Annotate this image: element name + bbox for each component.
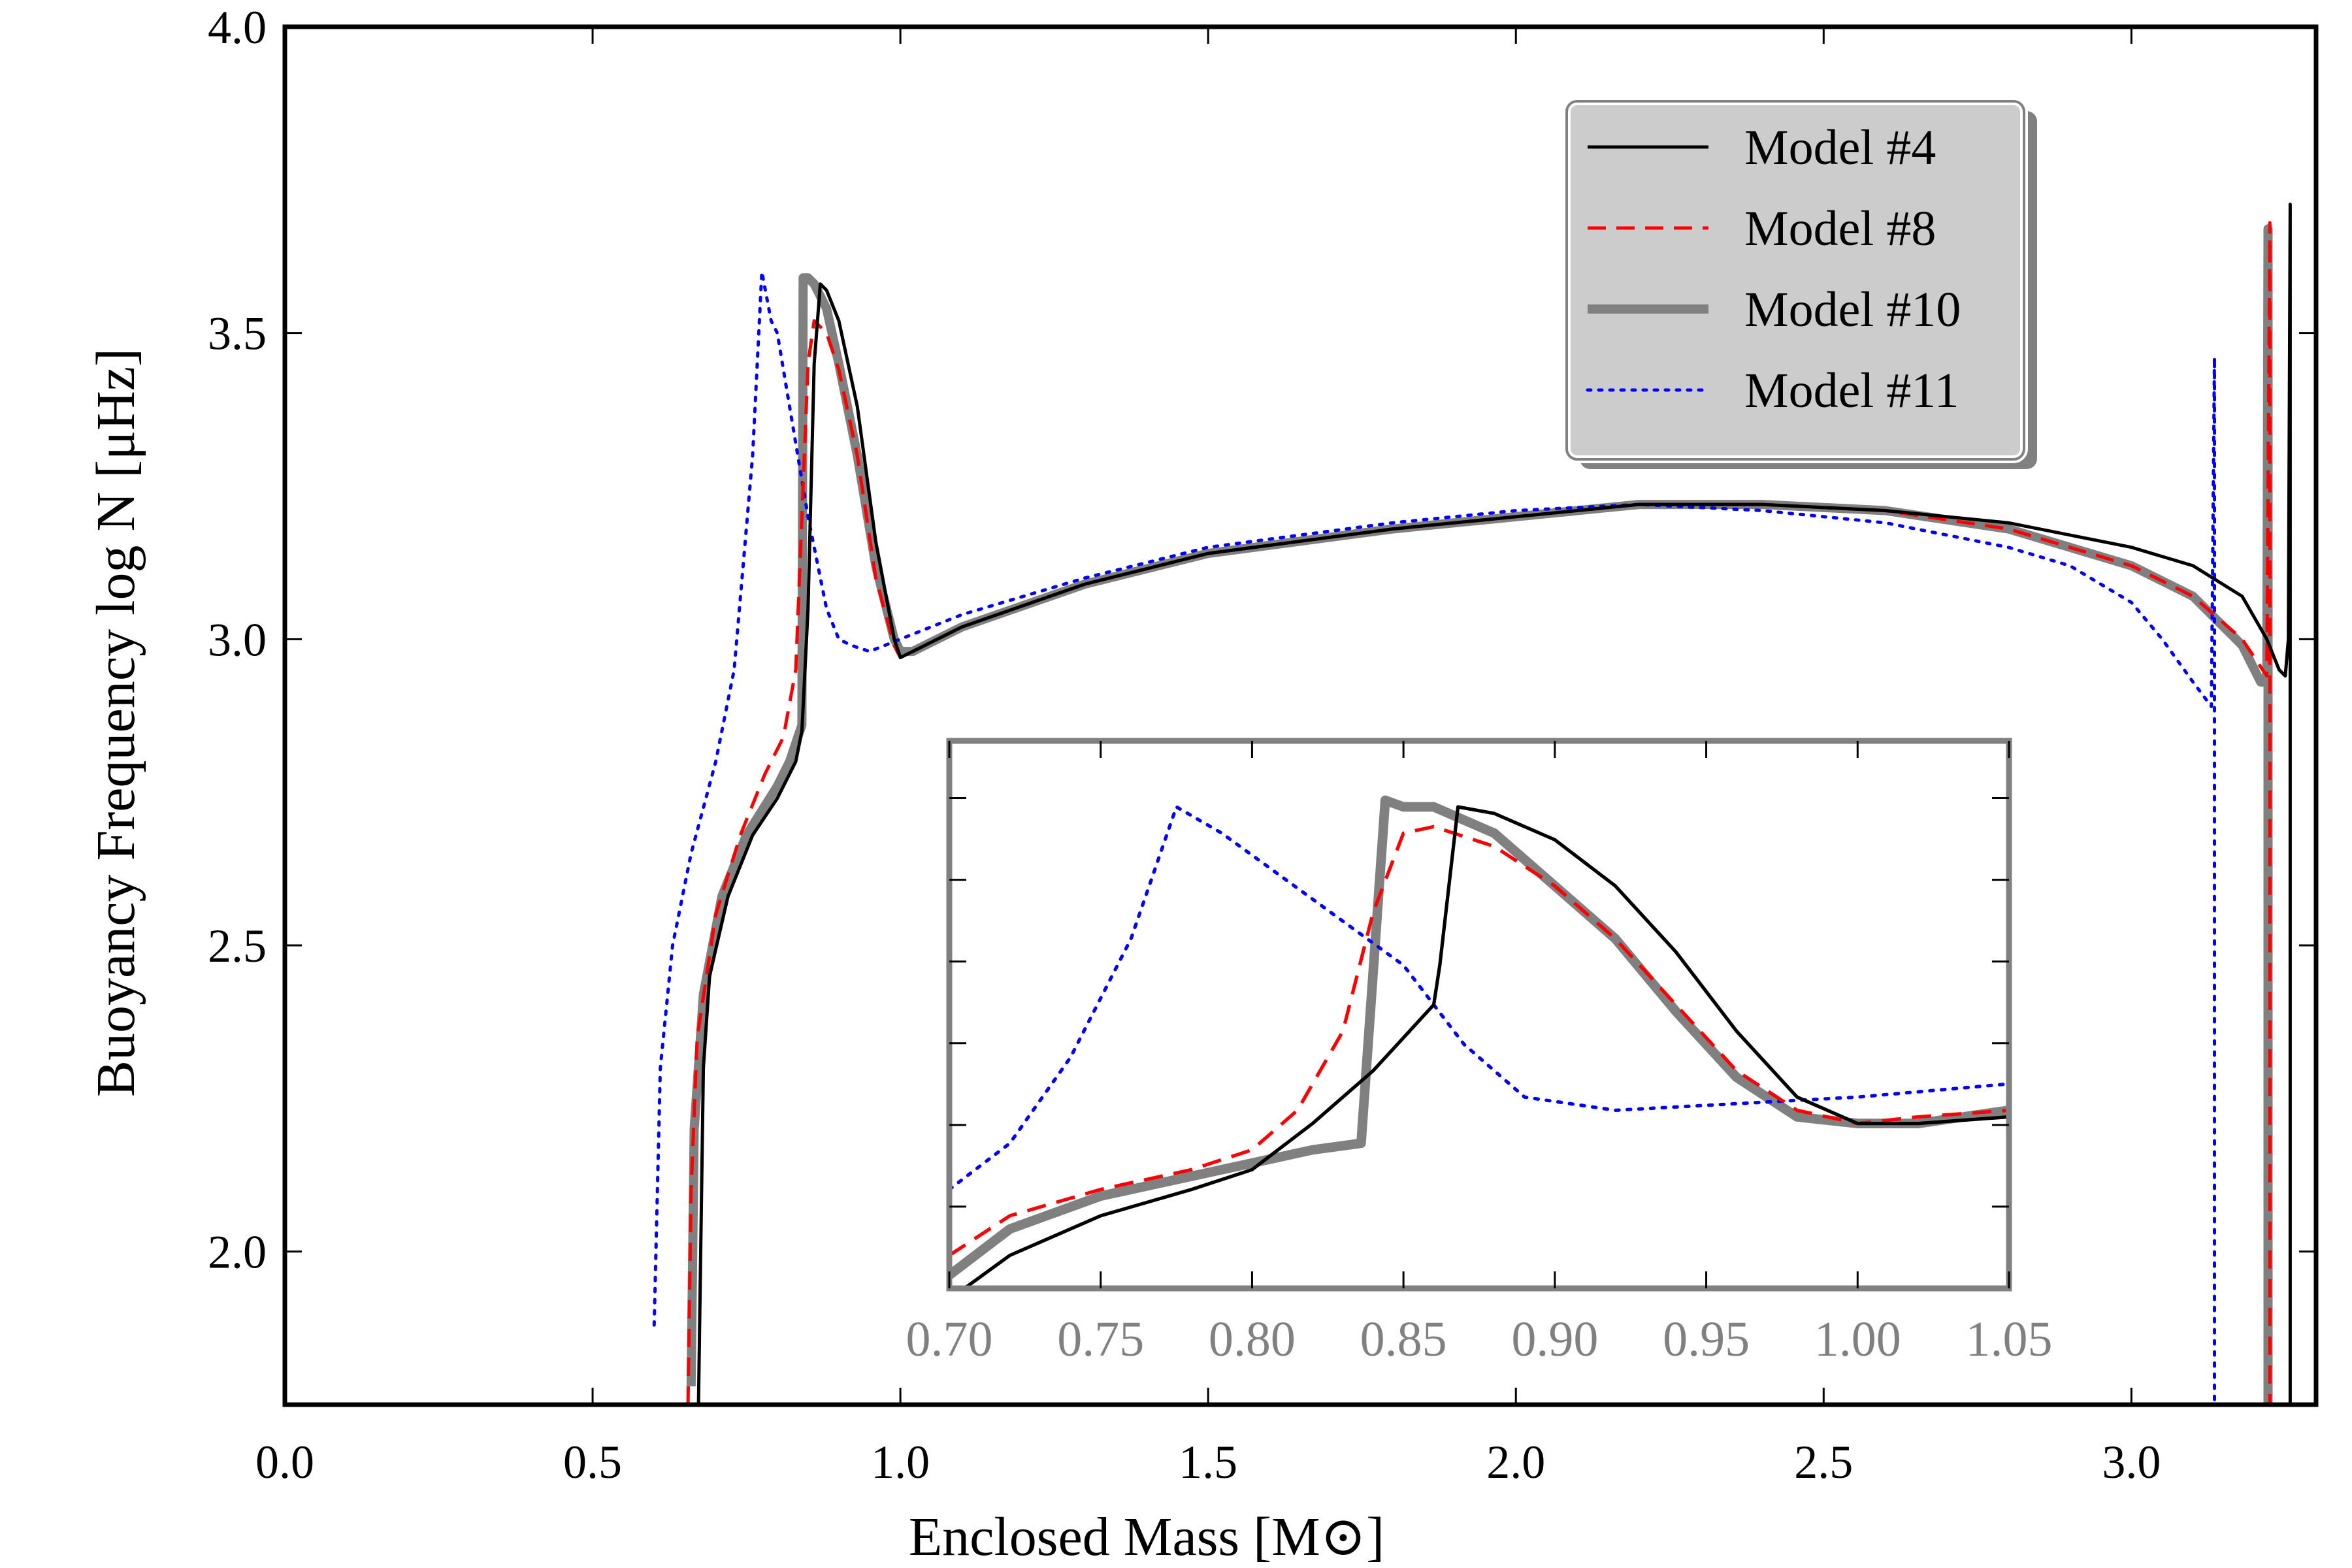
main-plot: 0.0 0.5 1.0 1.5 2.0 2.5 3.0 2.0 2.5 3.0 3.5 4.0 En… [86,1,2319,1567]
inset-x-tick-label: 0.90 [1511,1312,1598,1367]
x-tick-label: 0.5 [563,1436,622,1488]
inset-ticks [948,741,2010,1288]
y-tick-label: 3.5 [208,308,267,360]
legend-label: Model #4 [1744,120,1936,175]
inset-x-tick-label: 1.05 [1966,1312,2053,1367]
series-line-model11 [652,270,2216,1407]
inset-series-group [946,795,2011,1290]
inset-x-tick-label: 0.85 [1360,1312,1447,1367]
x-tick-label: 0.0 [255,1436,314,1488]
legend-label: Model #8 [1744,201,1936,256]
inset-x-tick-label: 0.95 [1663,1312,1750,1367]
inset-plot: 0.70 0.75 0.80 0.85 0.90 0.95 1.00 1.05 [906,738,2053,1367]
legend-border [1565,100,2025,461]
y-tick-label: 2.0 [208,1226,267,1279]
x-tick-label: 3.0 [2102,1436,2161,1488]
legend-label: Model #10 [1744,282,1961,337]
inset-series-line-model10 [946,795,2010,1279]
y-tick-label: 2.5 [208,920,267,972]
y-axis-label: Buoyancy Frequency log N [μHz] [86,348,146,1097]
legend-label: Model #11 [1744,363,1959,418]
inset-plot-frame [946,738,2012,1292]
main-y-tick-labels: 2.0 2.5 3.0 3.5 4.0 [208,1,267,1279]
inset-series-line-model8 [948,825,2010,1257]
x-tick-label: 2.0 [1486,1436,1545,1488]
inset-series-line-model11 [947,805,2011,1192]
main-ticks [284,25,2316,1405]
x-tick-label: 2.5 [1794,1436,1853,1488]
inset-x-tick-label: 1.00 [1814,1312,1901,1367]
inset-background [949,741,2009,1288]
legend-entries: Model #4 Model #8 Model #10 Model #11 [1586,120,1961,418]
inset-x-tick-labels: 0.70 0.75 0.80 0.85 0.90 0.95 1.00 1.05 [906,1312,2053,1367]
main-series-group [652,203,2292,1407]
main-x-tick-labels: 0.0 0.5 1.0 1.5 2.0 2.5 3.0 [255,1436,2161,1488]
legend: Model #4 Model #8 Model #10 Model #11 [1563,97,2037,469]
inset-series-line-model4 [963,805,2010,1290]
y-tick-label: 4.0 [208,1,267,54]
series-line-model4 [696,203,2292,1405]
x-tick-label: 1.0 [871,1436,930,1488]
inset-x-tick-label: 0.70 [906,1312,993,1367]
inset-x-tick-label: 0.80 [1209,1312,1296,1367]
inset-x-tick-label: 0.75 [1057,1312,1144,1367]
main-plot-frame [282,24,2319,1407]
x-axis-label: Enclosed Mass [M⊙] [909,1507,1384,1567]
y-tick-label: 3.0 [208,613,267,666]
x-tick-label: 1.5 [1179,1436,1237,1488]
